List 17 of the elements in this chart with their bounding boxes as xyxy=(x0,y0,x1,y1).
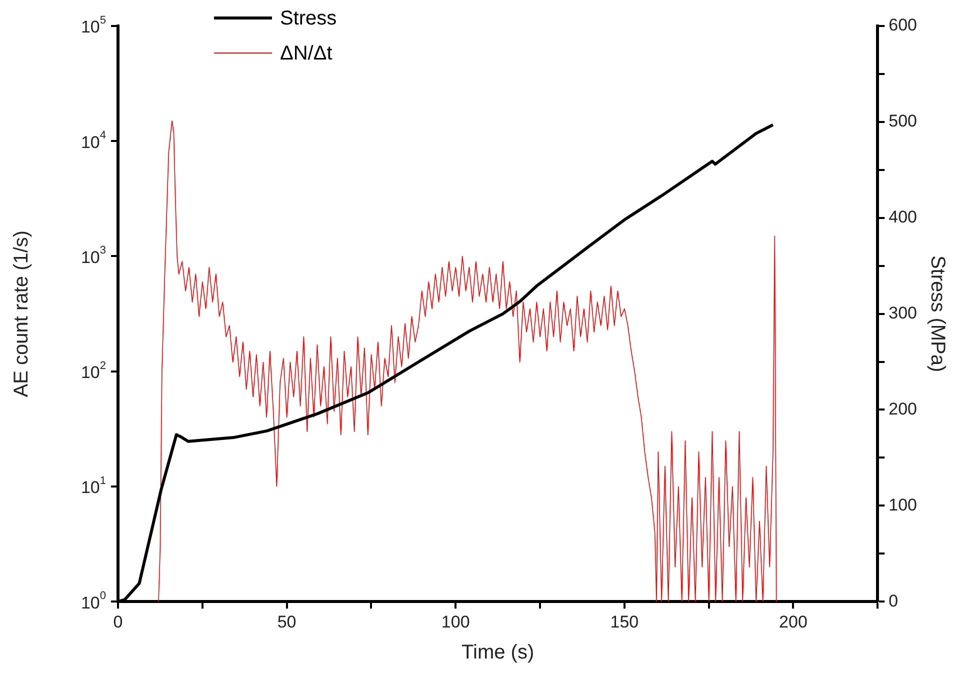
x-tick-label: 0 xyxy=(113,612,123,632)
y2-tick-label: 100 xyxy=(888,495,918,514)
y2-tick-label: 500 xyxy=(888,112,918,131)
y-axis-title: AE count rate (1/s) xyxy=(10,230,33,398)
y2-tick-label: 200 xyxy=(888,399,918,418)
y2-tick-label: 400 xyxy=(888,208,918,227)
y2-tick-label: 0 xyxy=(888,591,898,610)
x-tick-label: 50 xyxy=(277,612,296,632)
x-axis-title: Time (s) xyxy=(462,642,534,664)
legend-label: ΔN/Δt xyxy=(280,42,333,65)
legend-label: Stress xyxy=(280,8,337,30)
y2-tick-label: 300 xyxy=(888,303,918,322)
y2-tick-label: 600 xyxy=(888,16,918,35)
x-tick-label: 100 xyxy=(441,612,470,632)
x-tick-label: 150 xyxy=(610,612,639,632)
x-tick-label: 200 xyxy=(779,612,808,632)
y2-axis-title: Stress (MPa) xyxy=(926,255,948,372)
